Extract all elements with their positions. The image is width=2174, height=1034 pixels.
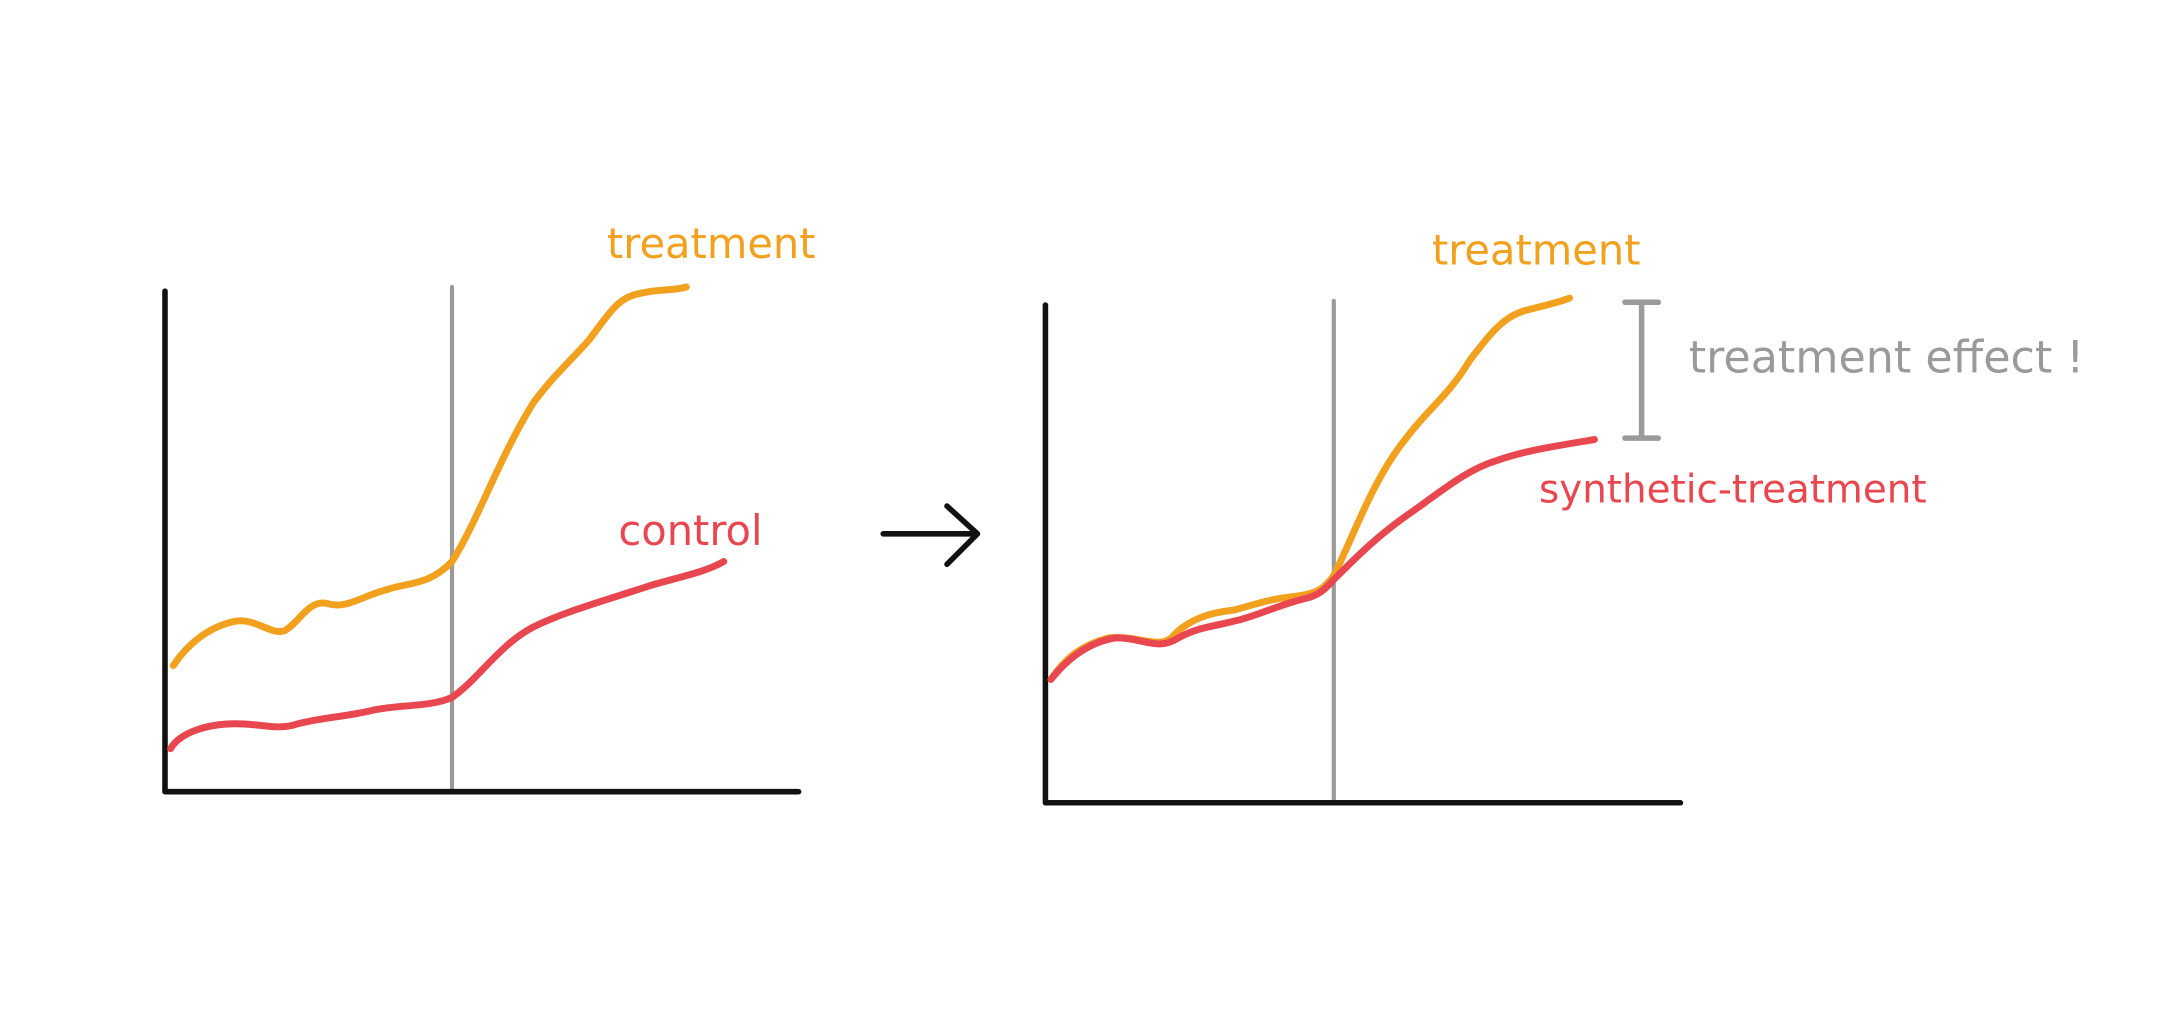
synthetic-label: synthetic-treatment	[1539, 468, 1927, 513]
treatment-curve	[1047, 294, 1573, 683]
arrow	[880, 503, 981, 568]
control-curve	[167, 558, 728, 753]
diagram-content: treatment control treatment treatment ef…	[162, 219, 2084, 806]
axes	[1042, 302, 1684, 806]
treatment-label: treatment	[607, 219, 816, 268]
treatment-label: treatment	[1432, 226, 1641, 275]
effect-bracket	[1622, 299, 1662, 441]
treatment-curve	[169, 283, 690, 669]
effect-label: treatment effect !	[1689, 332, 2084, 383]
synthetic-curve	[1047, 436, 1598, 683]
axes	[162, 288, 802, 795]
control-label: control	[618, 506, 762, 555]
